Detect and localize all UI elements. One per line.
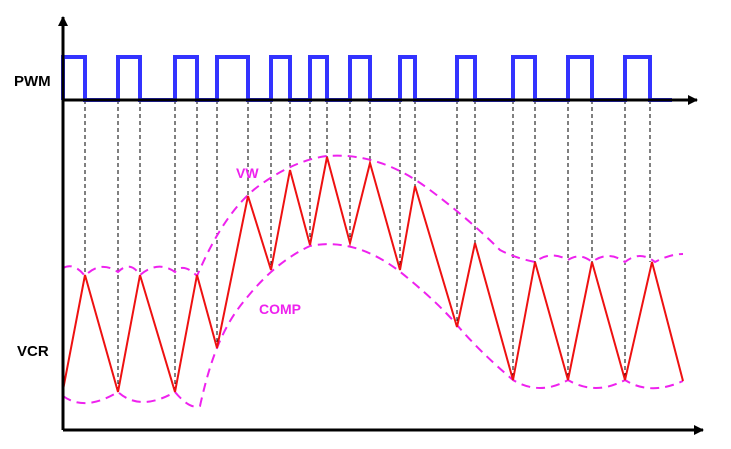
vw-label: VW [236, 165, 259, 181]
vcr-label: VCR [17, 343, 49, 360]
comp-label: COMP [259, 301, 301, 317]
timing-guide-lines [84, 100, 651, 392]
vcr-waveform [62, 156, 684, 393]
axes [58, 16, 704, 435]
pwm-waveform [61, 55, 672, 102]
envelope-curves [62, 154, 684, 408]
pwm-label: PWM [14, 73, 51, 90]
